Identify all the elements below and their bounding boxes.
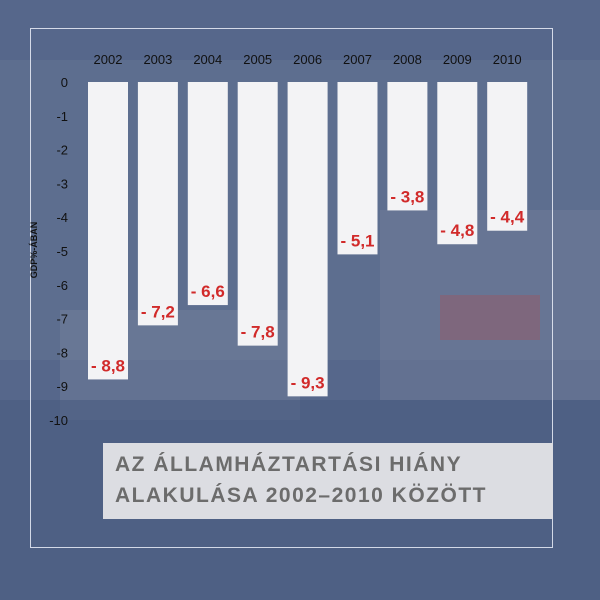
y-axis-ticks: 0 -1 -2 -3 -4 -5 -6 -7 -8 -9 -10 xyxy=(49,75,68,428)
bar-2006 xyxy=(287,82,328,397)
y-tick-label: -1 xyxy=(56,109,68,124)
value-label-2002: - 8,8 xyxy=(91,356,125,375)
bar-2005 xyxy=(237,82,278,346)
value-label-2009: - 4,8 xyxy=(440,221,474,240)
y-tick-label: -8 xyxy=(56,345,68,360)
y-tick-label: -2 xyxy=(56,143,68,158)
value-label-2010: - 4,4 xyxy=(490,208,525,227)
value-label-2008: - 3,8 xyxy=(390,187,424,206)
bars-layer xyxy=(88,82,528,397)
value-label-2007: - 5,1 xyxy=(340,231,374,250)
year-label-2006: 2006 xyxy=(293,52,322,67)
bar-2002 xyxy=(88,82,128,380)
y-tick-label: 0 xyxy=(61,75,68,90)
year-label-2010: 2010 xyxy=(493,52,522,67)
year-label-2009: 2009 xyxy=(443,52,472,67)
year-label-2004: 2004 xyxy=(193,52,222,67)
year-label-2003: 2003 xyxy=(143,52,172,67)
bar-2007 xyxy=(337,82,378,255)
value-label-2006: - 9,3 xyxy=(291,373,325,392)
y-tick-label: -10 xyxy=(49,413,68,428)
bar-2008 xyxy=(387,82,428,211)
title-line-2: ALAKULÁSA 2002–2010 KÖZÖTT xyxy=(115,484,487,507)
y-tick-label: -7 xyxy=(56,312,68,327)
bar-2004 xyxy=(187,82,228,306)
y-axis-label: GDP%-ÁBAN xyxy=(29,222,39,279)
title-line-1: AZ ÁLLAMHÁZTARTÁSI HIÁNY xyxy=(115,453,463,476)
y-tick-label: -5 xyxy=(56,244,68,259)
bar-2010 xyxy=(487,82,528,231)
y-tick-label: -9 xyxy=(56,379,68,394)
year-label-2007: 2007 xyxy=(343,52,372,67)
value-labels: - 8,8 - 7,2 - 6,6 - 7,8 - 9,3 - 5,1 - 3,8 - 4,8… xyxy=(91,187,525,392)
bar-2009 xyxy=(437,82,478,245)
year-label-2008: 2008 xyxy=(393,52,422,67)
y-tick-label: -6 xyxy=(56,278,68,293)
y-tick-label: -3 xyxy=(56,176,68,191)
year-label-2002: 2002 xyxy=(94,52,123,67)
x-axis-labels: 2002 2003 2004 2005 2006 2007 2008 2009 2010 xyxy=(94,52,522,67)
value-label-2003: - 7,2 xyxy=(141,302,175,321)
year-label-2005: 2005 xyxy=(243,52,272,67)
chart-frame xyxy=(30,28,553,548)
bar-2003 xyxy=(137,82,178,326)
title-box: AZ ÁLLAMHÁZTARTÁSI HIÁNY ALAKULÁSA 2002–… xyxy=(103,443,553,519)
value-label-2005: - 7,8 xyxy=(241,323,275,342)
y-tick-label: -4 xyxy=(56,210,68,225)
value-label-2004: - 6,6 xyxy=(191,282,225,301)
